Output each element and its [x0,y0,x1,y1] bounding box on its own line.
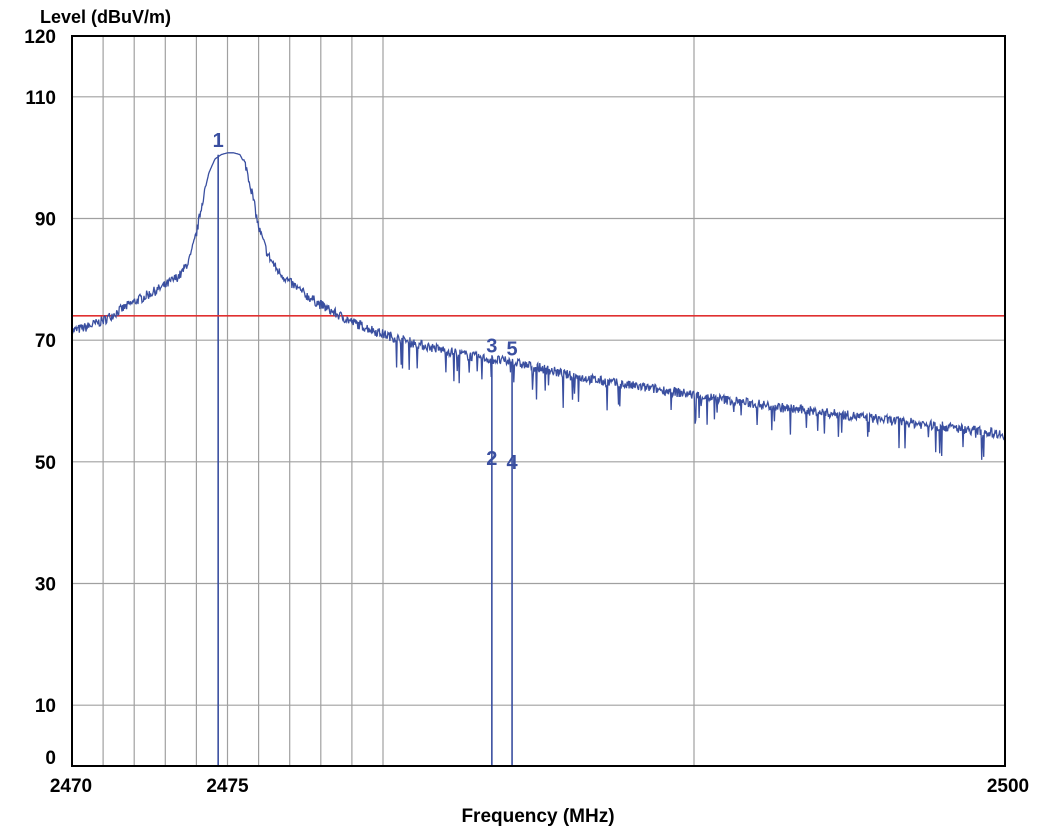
x-tick-labels: 2470 2475 2500 [50,776,1029,797]
y-tick-labels: 0 10 30 50 70 90 110 120 [24,27,56,769]
x-tick-label: 2475 [206,776,249,797]
x-gridlines [102,36,695,766]
y-tick-label: 30 [35,575,56,596]
y-tick-label: 10 [35,696,56,717]
y-tick-label: 0 [45,748,56,769]
y-tick-label: 120 [24,27,56,48]
marker-label: 4 [507,452,519,474]
marker-label: 1 [213,130,224,152]
y-tick-label: 50 [35,453,56,474]
y-tick-label: 110 [25,88,56,109]
y-gridlines [72,96,1005,706]
y-tick-label: 90 [35,210,56,231]
marker-label: 3 [486,335,497,357]
x-tick-label: 2500 [987,776,1029,797]
y-tick-label: 70 [35,331,56,352]
marker-labels: 1 3 2 5 4 [213,130,519,474]
x-axis-label: Frequency (MHz) [461,806,614,827]
plot-frame [71,35,1006,767]
marker-label: 5 [507,338,518,360]
y-axis-label: Level (dBuV/m) [40,7,171,27]
marker-label: 2 [486,448,497,470]
spectrum-trace [71,152,1006,460]
marker-lines [217,154,513,766]
x-tick-label: 2470 [50,776,92,797]
